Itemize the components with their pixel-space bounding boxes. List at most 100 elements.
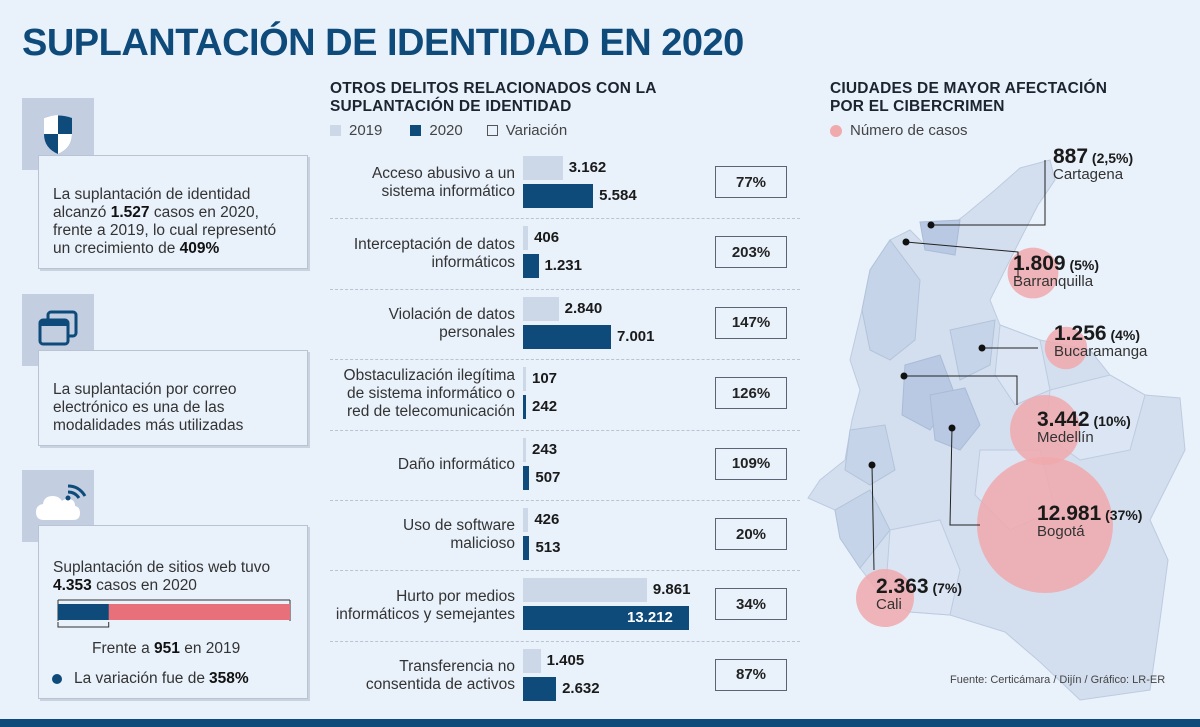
category-label-line: informáticos [431, 253, 515, 271]
city-share: (2,5%) [1088, 150, 1134, 166]
variation-box: 203% [715, 236, 787, 269]
variation-box: 147% [715, 306, 787, 339]
row-separator [330, 429, 800, 431]
bar-2019 [523, 508, 529, 532]
city-bubble [1044, 326, 1088, 370]
category-label-line: Obstaculización ilegítima [343, 367, 515, 385]
city-count: 3.442 (10%) [1037, 408, 1131, 432]
bar-total-2020 [58, 604, 290, 620]
city-label: 1.809 (5%) Barranquilla [1013, 252, 1099, 290]
city-bubble [856, 569, 914, 627]
city-bubble [977, 457, 1113, 593]
middle-title: OTROS DELITOS RELACIONADOS CON LA SUPLAN… [330, 80, 657, 115]
city-dot [948, 424, 956, 432]
category-label-line: Uso de software [403, 517, 515, 535]
value-label-2020: 7.001 [616, 327, 655, 345]
variation-box: 20% [715, 518, 787, 550]
category-label-line: de sistema informático o [347, 385, 515, 403]
city-count: 887 (2,5%) [1053, 145, 1133, 169]
category-label-line: Hurto por medios [396, 587, 515, 605]
bar-2020 [523, 395, 526, 420]
bar-2019 [523, 367, 526, 392]
value-label-2020: 13.212 [627, 609, 673, 627]
bar-2019 [523, 578, 647, 603]
value-label-2019: 1.405 [546, 651, 585, 669]
category-label-line: Interceptación de datos [353, 235, 515, 253]
variation-box: 87% [715, 658, 787, 691]
legend-variation: Variación [505, 122, 568, 139]
bar-2019 [523, 226, 529, 251]
city-share: (37%) [1101, 507, 1143, 523]
row-separator [330, 359, 800, 361]
category-label-line: personales [439, 324, 515, 341]
value-label-2019: 2.840 [564, 299, 603, 317]
city-count: 1.809 (5%) [1013, 252, 1099, 276]
map-city-layer [856, 160, 1113, 627]
legend-2020: 2020 [429, 122, 463, 139]
legend-cases: Número de casos [850, 122, 968, 139]
value-label-2019: 107 [532, 370, 558, 388]
bar-2019 [523, 437, 527, 462]
bar-2020 [523, 324, 611, 349]
variation-note: La variación fue de 358% [52, 670, 249, 688]
bar-part-2019 [58, 604, 109, 620]
city-dot [868, 461, 876, 469]
city-count-value: 2.363 [876, 575, 929, 598]
legend-swatch-2020 [410, 125, 422, 136]
bar-2020 [523, 676, 557, 701]
category-label-line: malicioso [450, 535, 515, 553]
city-count-value: 1.809 [1013, 252, 1066, 275]
city-dot [900, 372, 908, 380]
bar-legend: 2019 2020 Variación [330, 122, 567, 139]
value-label-2020: 507 [535, 468, 561, 486]
city-leader-line [871, 464, 875, 571]
card-email-spoofing: La suplantación por correo electrónico e… [38, 350, 308, 446]
value-label-2020: 513 [535, 539, 561, 556]
city-name: Barranquilla [1013, 273, 1094, 290]
city-label: 887 (2,5%) Cartagena [1053, 145, 1133, 183]
bar-2020 [523, 536, 530, 560]
row-separator [330, 570, 800, 572]
city-count-value: 12.981 [1037, 502, 1102, 525]
value-label-2020: 5.584 [599, 187, 637, 204]
city-share: (4%) [1106, 327, 1141, 343]
value-label-2019: 3.162 [568, 159, 607, 176]
city-name: Bucaramanga [1054, 343, 1148, 360]
bottom-bar [0, 719, 1200, 727]
city-count-value: 887 [1053, 145, 1089, 168]
city-dot [927, 221, 935, 229]
card2-text: La suplantación por correo electrónico e… [53, 381, 244, 434]
category-label-line: red de telecomunicación [346, 403, 515, 421]
map-region-g [834, 489, 891, 569]
city-name: Cartagena [1053, 166, 1124, 183]
website-progress-bar [57, 599, 291, 628]
map-region-d [929, 387, 981, 451]
variation-box: 34% [715, 588, 787, 621]
category-label: Hurto por medios informáticos y semejante… [325, 588, 515, 624]
city-share: (5%) [1065, 257, 1100, 273]
card1-text: La suplantación de identidad alcanzó 1.5… [53, 186, 277, 257]
card3-text: Suplantación de sitios web tuvo 4.353 ca… [53, 559, 271, 594]
page-title: SUPLANTACIÓN DE IDENTIDAD EN 2020 [22, 22, 744, 64]
category-label-line: sistema informático [381, 183, 515, 201]
map-legend: Número de casos [830, 122, 968, 139]
colombia-map [807, 159, 1186, 701]
legend-swatch-2019 [330, 125, 341, 136]
category-label: Violación de datos personales [325, 306, 515, 342]
city-name: Cali [876, 596, 902, 613]
bar-2020 [523, 184, 594, 208]
city-count: 12.981 (37%) [1037, 502, 1142, 526]
value-label-2020: 242 [532, 398, 558, 416]
map-title: CIUDADES DE MAYOR AFECTACIÓN POR EL CIBE… [830, 80, 1108, 115]
row-separator [330, 500, 800, 501]
value-label-2019: 9.861 [652, 581, 691, 599]
card-identity-theft: La suplantación de identidad alcanzó 1.5… [38, 155, 308, 269]
map-region-e [844, 424, 896, 486]
category-label: Interceptación de datos informáticos [325, 236, 515, 272]
city-count-value: 1.256 [1054, 322, 1107, 345]
map-region-c [949, 319, 996, 381]
bar-2020 [523, 254, 539, 279]
city-share: (7%) [928, 580, 963, 596]
bar-2019 [523, 648, 541, 673]
category-label: Daño informático [325, 456, 515, 474]
